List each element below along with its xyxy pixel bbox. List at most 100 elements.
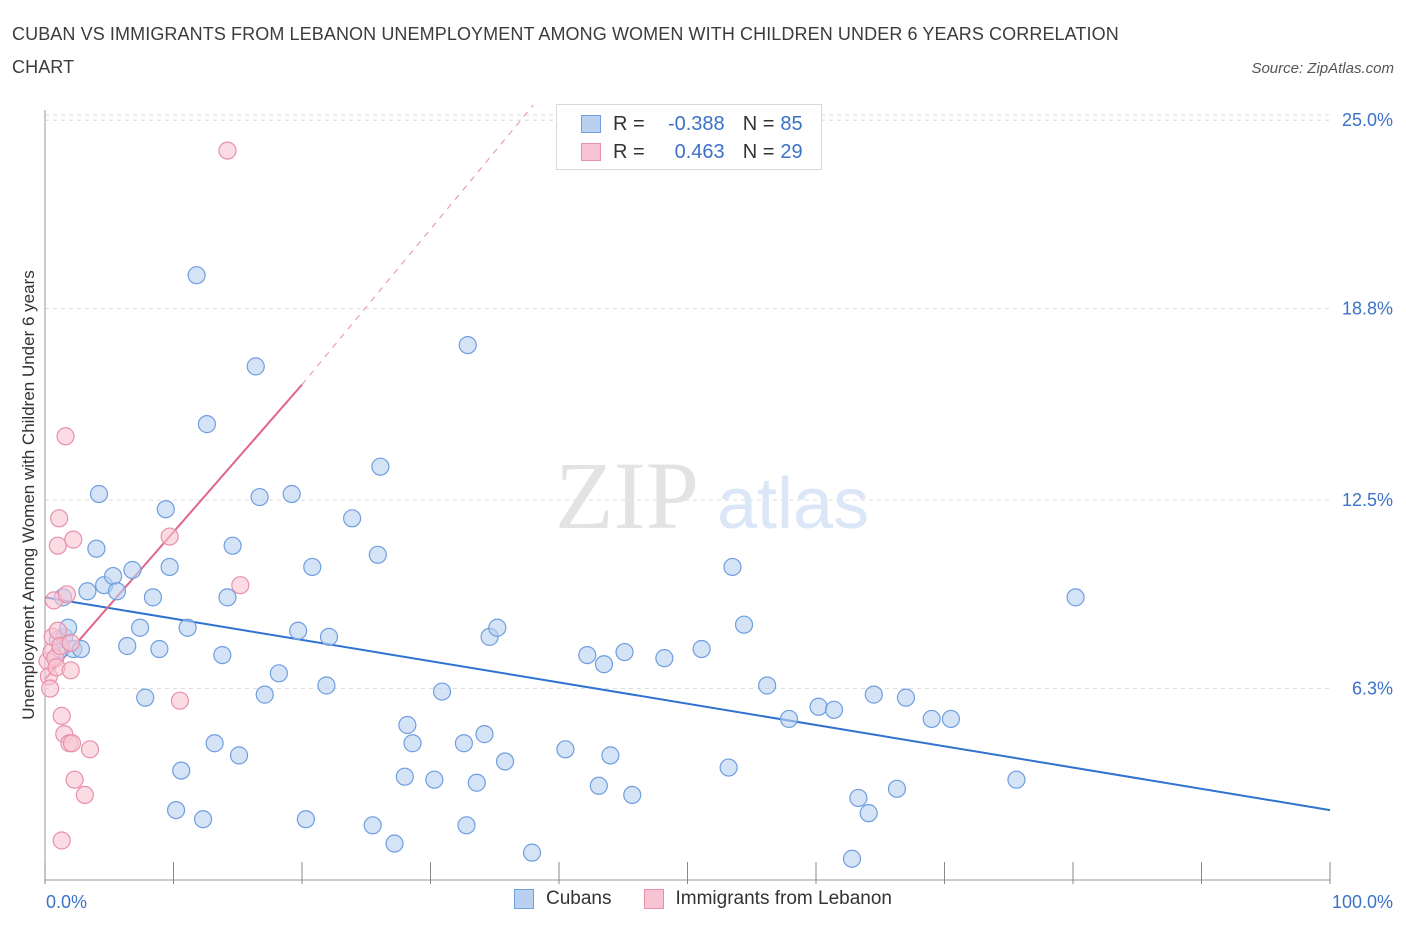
cuban-point	[246, 357, 265, 376]
legend-n-value-cubans: 85	[780, 112, 803, 135]
cuban-point	[692, 639, 711, 659]
lebanon-point	[52, 706, 71, 725]
lebanon-point	[75, 785, 94, 805]
correlation-legend: R = -0.388 N = 85 R = 0.463 N = 29	[556, 104, 822, 170]
cuban-point	[289, 621, 308, 640]
cuban-point	[395, 767, 414, 786]
cuban-point	[1007, 770, 1026, 789]
legend-item-cubans[interactable]: Cubans	[514, 888, 612, 910]
legend-swatch-lebanon	[643, 889, 664, 909]
cuban-point	[371, 457, 390, 476]
cuban-point	[156, 500, 175, 519]
lebanon-point	[52, 831, 71, 850]
cuban-point	[864, 685, 883, 704]
cuban-point	[282, 484, 301, 504]
legend-r-value-cubans: -0.388	[667, 112, 725, 135]
legend-n-label: N =	[742, 140, 775, 163]
cuban-point	[178, 618, 197, 637]
cuban-point	[896, 688, 916, 707]
y-tick-label: 6.3%	[1352, 679, 1393, 699]
cuban-point	[319, 627, 339, 646]
chart-title: CUBAN VS IMMIGRANTS FROM LEBANON UNEMPLO…	[12, 24, 1119, 77]
tick-labels: 6.3% 12.5% 18.8% 25.0% 0.0% 100.0%	[46, 110, 1393, 912]
legend-swatch-cubans	[581, 115, 601, 133]
series-legend: Cubans Immigrants from Lebanon	[0, 888, 1406, 910]
source-label: Source: ZipAtlas.com	[1251, 60, 1394, 77]
legend-r-value-lebanon: 0.463	[674, 140, 725, 163]
cuban-point	[941, 709, 961, 729]
y-tick-label: 12.5%	[1342, 490, 1393, 510]
cuban-point	[193, 810, 213, 829]
cuban-point	[160, 557, 179, 577]
cuban-point	[723, 557, 742, 577]
y-tick-label: 18.8%	[1342, 299, 1393, 319]
cuban-point	[495, 752, 515, 771]
cuban-point	[218, 588, 237, 607]
x-tick-label: 0.0%	[46, 892, 87, 912]
lebanon-point	[218, 141, 237, 160]
cuban-point	[87, 539, 106, 558]
lebanon-point	[56, 427, 75, 446]
cuban-point	[734, 615, 754, 634]
cuban-point	[475, 725, 494, 744]
lebanon-point	[64, 530, 83, 549]
gridlines	[45, 114, 1330, 690]
lebanon-point	[61, 661, 80, 680]
cuban-point	[166, 800, 186, 820]
cuban-point	[368, 545, 387, 564]
lebanon-point	[160, 527, 179, 546]
cuban-point	[849, 788, 868, 808]
x-tick-label: 100.0%	[1332, 892, 1393, 912]
legend-swatch-lebanon	[581, 143, 601, 161]
legend-label-lebanon: Immigrants from Lebanon	[675, 888, 893, 909]
cuban-point	[172, 761, 191, 780]
cuban-point	[1066, 588, 1085, 607]
lebanon-point	[170, 691, 190, 710]
cuban-point	[859, 804, 878, 823]
cuban-point	[403, 734, 422, 753]
cuban-point	[250, 487, 269, 507]
legend-swatch-cubans	[514, 889, 534, 909]
cuban-point	[458, 335, 477, 355]
axes	[44, 110, 1331, 884]
lebanon-point	[231, 576, 250, 595]
cuban-point	[385, 834, 404, 853]
cuban-point	[223, 536, 242, 555]
cuban-point	[363, 816, 382, 835]
cuban-point	[615, 642, 634, 662]
legend-n-label: N =	[742, 112, 775, 135]
cuban-point	[594, 655, 614, 674]
cuban-point	[467, 773, 486, 792]
cuban-point	[197, 415, 217, 434]
watermark-zip: ZIP	[555, 442, 699, 549]
cuban-point	[522, 843, 542, 862]
lebanon-point	[41, 679, 60, 698]
cuban-point	[601, 746, 620, 765]
legend-label-cubans: Cubans	[546, 888, 612, 909]
cuban-point	[589, 776, 608, 795]
cuban-point	[130, 618, 150, 637]
lebanon-point	[48, 536, 67, 555]
cuban-point	[78, 582, 97, 601]
cuban-point	[317, 676, 336, 695]
cuban-point	[89, 484, 109, 504]
cuban-point	[887, 779, 907, 798]
cuban-point	[488, 618, 507, 637]
cuban-point	[296, 810, 315, 829]
cuban-point	[118, 636, 137, 656]
cuban-point	[398, 715, 417, 735]
lebanon-point	[50, 509, 69, 528]
cuban-point	[432, 682, 452, 701]
legend-item-lebanon[interactable]: Immigrants from Lebanon	[643, 888, 893, 910]
cuban-point	[107, 582, 127, 601]
legend-r-label: R =	[613, 140, 645, 163]
cuban-point	[213, 645, 232, 665]
cuban-point	[205, 734, 224, 753]
lebanon-point	[62, 734, 82, 753]
cuban-point	[623, 785, 642, 805]
cuban-point	[343, 509, 362, 528]
lebanon-trend-extension	[301, 104, 534, 385]
lebanon-point	[80, 740, 100, 759]
cuban-point	[187, 266, 206, 285]
